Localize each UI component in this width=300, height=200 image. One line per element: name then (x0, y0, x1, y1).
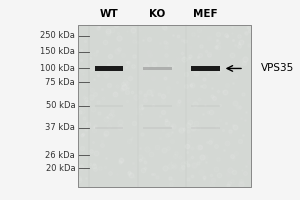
Text: 50 kDa: 50 kDa (46, 101, 75, 110)
Text: VPS35: VPS35 (261, 63, 294, 73)
FancyBboxPatch shape (191, 127, 220, 129)
Text: 100 kDa: 100 kDa (40, 64, 75, 73)
Text: KO: KO (149, 9, 166, 19)
FancyBboxPatch shape (143, 127, 172, 129)
Text: 150 kDa: 150 kDa (40, 47, 75, 56)
FancyBboxPatch shape (95, 66, 123, 71)
FancyBboxPatch shape (191, 66, 220, 71)
FancyBboxPatch shape (95, 127, 123, 129)
Text: 26 kDa: 26 kDa (45, 151, 75, 160)
FancyBboxPatch shape (78, 25, 251, 187)
Text: 250 kDa: 250 kDa (40, 31, 75, 40)
Text: 75 kDa: 75 kDa (45, 78, 75, 87)
FancyBboxPatch shape (143, 67, 172, 70)
Text: WT: WT (100, 9, 118, 19)
Text: 20 kDa: 20 kDa (46, 164, 75, 173)
Text: 37 kDa: 37 kDa (45, 123, 75, 132)
FancyBboxPatch shape (191, 105, 220, 107)
Text: MEF: MEF (194, 9, 218, 19)
FancyBboxPatch shape (95, 105, 123, 107)
FancyBboxPatch shape (143, 105, 172, 107)
